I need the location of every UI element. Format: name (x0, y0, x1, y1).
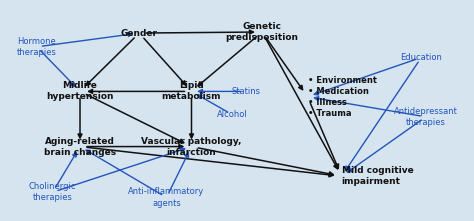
Text: Lipid
metabolism: Lipid metabolism (162, 81, 221, 101)
Text: Mild cognitive
impairment: Mild cognitive impairment (342, 166, 413, 186)
Text: Statins: Statins (232, 87, 261, 96)
Text: Anti-inflammatory
agents: Anti-inflammatory agents (128, 187, 205, 208)
Text: Education: Education (401, 53, 442, 62)
Text: Alcohol: Alcohol (217, 110, 248, 119)
Text: Midlife
hypertension: Midlife hypertension (46, 81, 114, 101)
Text: Aging-related
brain changes: Aging-related brain changes (44, 137, 116, 157)
Text: Gender: Gender (121, 29, 158, 38)
Text: Genetic
predisposition: Genetic predisposition (226, 22, 299, 42)
Text: Hormone
therapies: Hormone therapies (17, 37, 57, 57)
Text: Vascular pathology,
infarction: Vascular pathology, infarction (141, 137, 242, 157)
Text: Antidepressant
therapies: Antidepressant therapies (394, 107, 458, 127)
Text: Cholinergic
therapies: Cholinergic therapies (29, 182, 76, 202)
Text: • Environment
• Medication
• Illness
• Trauma: • Environment • Medication • Illness • T… (308, 76, 376, 118)
